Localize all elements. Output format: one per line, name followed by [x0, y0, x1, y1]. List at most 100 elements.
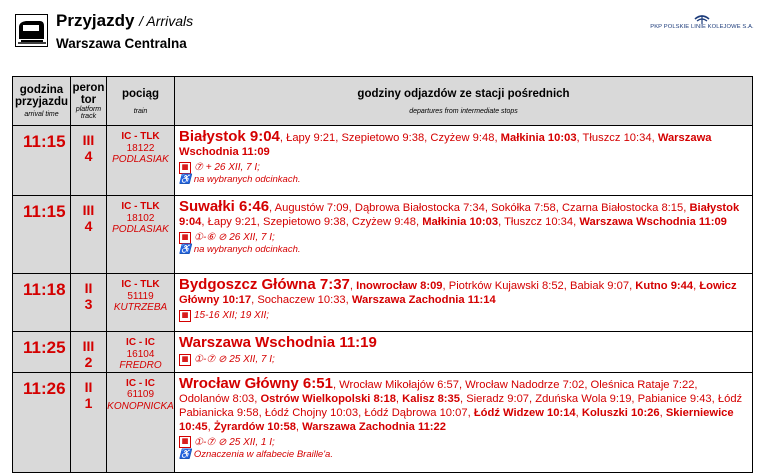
- route-text: Suwałki 6:46, Augustów 7:09, Dąbrowa Bia…: [179, 198, 748, 229]
- train-name: KUTRZEBA: [113, 302, 168, 313]
- accessibility-text: Oznaczenia w alfabecie Braille'a.: [193, 448, 333, 460]
- via-stop: Warszawa Wschodnia 11:09: [579, 216, 727, 228]
- table-row: 11:15 III 4 IC - TLK 18102 PODLASIAK Suw…: [12, 195, 753, 274]
- intermediate-stops: Suwałki 6:46, Augustów 7:09, Dąbrowa Bia…: [174, 195, 753, 274]
- table-row: 11:18 II 3 IC - TLK 51119 KUTRZEBA Bydgo…: [12, 273, 753, 332]
- via-stop: Koluszki 10:26: [581, 406, 660, 419]
- col-via-label: godziny odjazdów ze stacji pośrednich: [357, 87, 570, 100]
- service-days-note: ▦ ①-⑦ ⊘ 25 XII, 7 I;: [179, 353, 748, 366]
- train-name: PODLASIAK: [112, 154, 169, 165]
- via-stop: Warszawa Zachodnia 11:14: [351, 294, 496, 306]
- train-number: 61109: [126, 389, 155, 400]
- train-info: IC - IC 61109 KONOPNICKA: [106, 371, 175, 473]
- via-stop: , Augustów 7:09, Dąbrowa Białostocka 7:3…: [269, 202, 690, 214]
- via-stop: Łowicz Główny 10:17: [179, 280, 737, 306]
- via-stop: ,: [349, 280, 357, 292]
- train-number: 16104: [126, 348, 155, 360]
- train-info: IC - TLK 18102 PODLASIAK: [106, 195, 175, 274]
- via-stop: Żyrardów 10:58: [213, 420, 296, 433]
- train-category: IC - IC: [126, 377, 155, 389]
- via-stop: ,: [693, 280, 700, 292]
- train-name: FREDRO: [119, 360, 162, 371]
- via-stop: , Sieradz 9:07, Zduńska Wola 9:19, Pabia…: [179, 392, 743, 419]
- via-stop: , Wrocław Mikołajów 6:57, Wrocław Nadodr…: [179, 378, 698, 405]
- platform-track: III 4: [70, 195, 107, 274]
- origin-station: Suwałki 6:46: [179, 198, 270, 215]
- accessibility-text: na wybranych odcinkach.: [193, 174, 301, 185]
- service-days-note: ▦ ①-⑥ ⊘ 26 XII, 7 I;: [179, 231, 748, 244]
- table-header-row: godzina przyjazdu arrival time peron tor…: [12, 76, 753, 126]
- table-row: 11:15 III 4 IC - TLK 18122 PODLASIAK Bia…: [12, 125, 753, 196]
- intermediate-stops: Wrocław Główny 6:51, Wrocław Mikołajów 6…: [174, 371, 753, 473]
- route-text: Białystok 9:04, Łapy 9:21, Szepietowo 9:…: [179, 129, 748, 159]
- table-row: 11:25 III 2 IC - IC 16104 FREDRO Warszaw…: [12, 331, 753, 373]
- via-stop: , Piotrków Kujawski 8:52, Babiak 9:07,: [442, 280, 636, 292]
- via-stop: Warszawa Zachodnia 11:22: [302, 420, 446, 433]
- track-number: 4: [84, 218, 93, 234]
- page-title: Przyjazdy / Arrivals: [56, 11, 193, 31]
- col-train-label-en: train: [133, 107, 148, 115]
- col-platform-label-en: platform track: [75, 106, 102, 120]
- col-time-label-en: arrival time: [24, 111, 59, 118]
- via-stop: Kutno 9:44: [635, 280, 694, 292]
- wheelchair-icon: ♿: [179, 174, 191, 185]
- col-train-header: pociąg train: [106, 76, 175, 126]
- col-time-header: godzina przyjazdu arrival time: [12, 76, 71, 126]
- train-info: IC - TLK 18122 PODLASIAK: [106, 125, 175, 196]
- col-train-label: pociąg: [121, 87, 160, 100]
- service-days-text: ①-⑦ ⊘ 25 XII, 7 I;: [194, 354, 275, 365]
- route-text: Wrocław Główny 6:51, Wrocław Mikołajów 6…: [179, 376, 748, 434]
- calendar-icon: ▦: [179, 231, 191, 244]
- origin-station: Warszawa Wschodnia 11:19: [179, 334, 377, 351]
- train-number: 51119: [127, 290, 154, 302]
- train-info: IC - TLK 51119 KUTRZEBA: [106, 273, 175, 332]
- col-platform-label: peron tor: [72, 82, 105, 106]
- arrival-time: 11:15: [12, 125, 71, 196]
- via-stop: Małkinia 10:03: [500, 132, 577, 144]
- service-days-note: ▦ ⑦ + 26 XII, 7 I;: [179, 161, 748, 174]
- col-time-label: godzina przyjazdu: [14, 84, 69, 108]
- via-stop: ,: [575, 406, 582, 419]
- train-number: 18102: [126, 212, 155, 224]
- origin-station: Bydgoszcz Główna 7:37: [179, 276, 350, 293]
- via-stop: Skierniewice 10:45: [179, 406, 734, 433]
- intermediate-stops: Białystok 9:04, Łapy 9:21, Szepietowo 9:…: [174, 125, 753, 196]
- train-category: IC - TLK: [121, 279, 160, 290]
- train-name: PODLASIAK: [112, 224, 169, 235]
- route-text: Bydgoszcz Główna 7:37, Inowrocław 8:09, …: [179, 276, 748, 307]
- train-category: IC - TLK: [121, 201, 160, 212]
- platform-track: II 3: [70, 273, 107, 332]
- train-info: IC - IC 16104 FREDRO: [106, 331, 175, 373]
- via-stop: , Łapy 9:21, Szepietowo 9:38, Czyżew 9:4…: [279, 132, 501, 144]
- arrival-time: 11:26: [12, 371, 71, 473]
- platform-number: III: [82, 338, 95, 354]
- title-pl: Przyjazdy: [56, 11, 135, 30]
- platform-track: III 4: [70, 125, 107, 196]
- via-stop: Małkinia 10:03: [422, 216, 499, 228]
- platform-number: II: [84, 378, 93, 395]
- calendar-icon: ▦: [179, 436, 191, 448]
- wheelchair-icon: ♿: [179, 448, 191, 460]
- table-row: 11:26 II 1 IC - IC 61109 KONOPNICKA Wroc…: [12, 371, 753, 473]
- via-stop: Kalisz 8:35: [402, 392, 460, 405]
- operator-name: PKP POLSKIE LINIE KOLEJOWE S.A.: [650, 24, 754, 30]
- service-days-text: ①-⑦ ⊘ 25 XII, 1 I;: [194, 436, 275, 448]
- via-stop: Białystok 9:04: [179, 202, 740, 228]
- accessibility-note: ♿ Oznaczenia w alfabecie Braille'a.: [179, 449, 748, 461]
- track-number: 4: [84, 148, 93, 164]
- platform-track: III 2: [70, 331, 107, 373]
- col-via-header: godziny odjazdów ze stacji pośrednich de…: [174, 76, 753, 126]
- service-days-text: ⑦ + 26 XII, 7 I;: [194, 162, 260, 173]
- track-number: 2: [84, 354, 93, 370]
- train-number: 18122: [126, 142, 155, 154]
- via-stop: Inowrocław 8:09: [356, 280, 443, 292]
- service-days-note: ▦ 15-16 XII; 19 XII;: [179, 309, 748, 322]
- track-number: 3: [84, 296, 93, 312]
- train-category: IC - TLK: [121, 131, 160, 142]
- via-stop: , Łapy 9:21, Szepietowo 9:38, Czyżew 9:4…: [201, 216, 423, 228]
- train-category: IC - IC: [126, 337, 155, 348]
- via-stop: ,: [659, 406, 666, 419]
- service-days-text: 15-16 XII; 19 XII;: [194, 310, 270, 321]
- via-stop: , Tłuszcz 10:34,: [576, 132, 658, 144]
- platform-number: II: [84, 280, 93, 296]
